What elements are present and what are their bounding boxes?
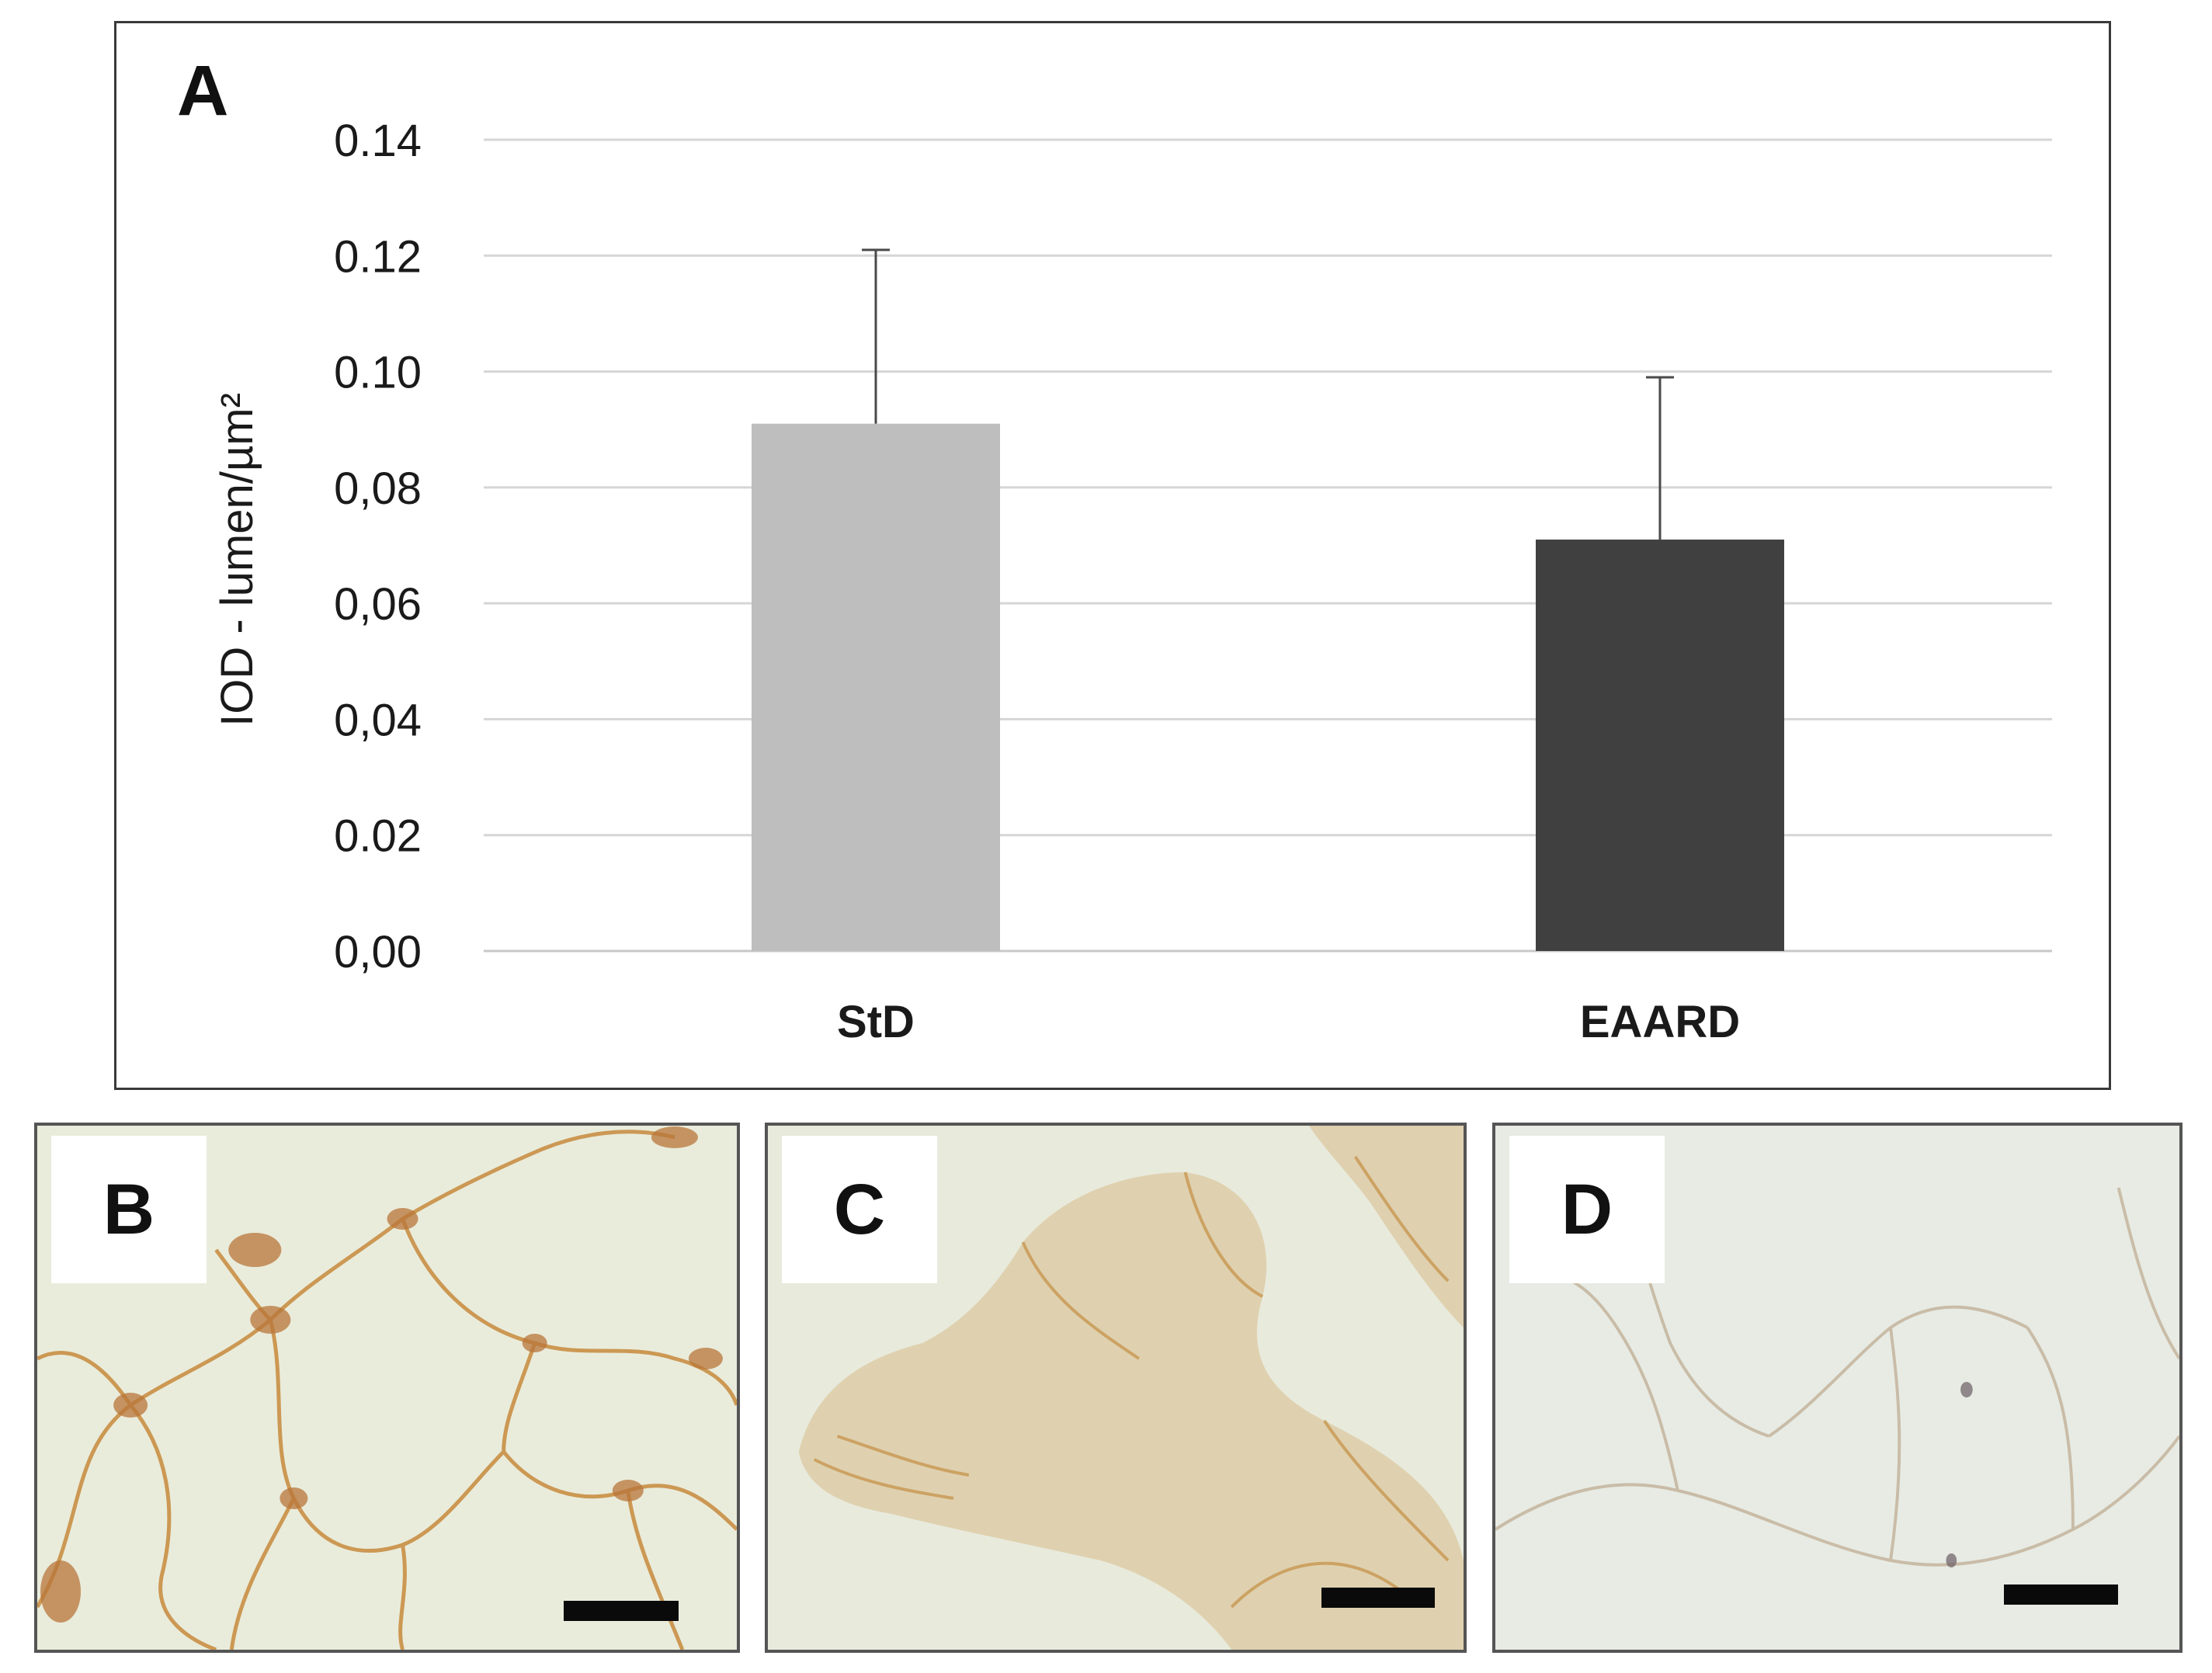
- y-tick-label: 0,04: [334, 695, 422, 745]
- scale-bar-d: [2004, 1584, 2118, 1605]
- y-tick-labels: 0,00 0.02 0,04 0,06 0,08 0.10 0.12 0.14: [334, 116, 422, 977]
- panel-label-box-c: C: [782, 1136, 937, 1283]
- micrograph-panel-b: B: [34, 1123, 740, 1653]
- panel-label-box-d: D: [1509, 1136, 1665, 1283]
- panel-label-box-b: B: [51, 1136, 207, 1283]
- tissue-mass: [798, 1126, 1464, 1650]
- x-category-label: StD: [837, 997, 915, 1047]
- y-tick-label: 0,00: [334, 927, 422, 977]
- dark-specks: [1946, 1382, 1973, 1567]
- stain-clusters: [40, 1126, 723, 1623]
- panel-label-b: B: [102, 1169, 155, 1249]
- panel-label-a: A: [177, 51, 228, 130]
- y-tick-label: 0.10: [334, 348, 422, 398]
- panel-label-d: D: [1561, 1169, 1613, 1249]
- gridlines: [484, 138, 2052, 953]
- bar-eaard: [1536, 540, 1784, 951]
- scale-bar-b: [564, 1601, 679, 1621]
- adipocyte-stain-network: [37, 1130, 737, 1650]
- chart-panel-a: A 0,00 0.02 0,04 0,06 0,08 0.10 0.12 0.14 StD EA…: [114, 21, 2111, 1090]
- micrograph-panel-c: C: [765, 1123, 1467, 1653]
- scale-bar-c: [1321, 1588, 1435, 1608]
- x-category-label: EAARD: [1580, 997, 1740, 1047]
- bar-chart: A 0,00 0.02 0,04 0,06 0,08 0.10 0.12 0.14 StD EA…: [177, 51, 2052, 1047]
- y-tick-label: 0.12: [334, 231, 422, 282]
- bars: [752, 248, 1784, 951]
- y-tick-label: 0.02: [334, 811, 422, 862]
- micrograph-image-c: [768, 1126, 1464, 1650]
- y-axis-label: IOD - lumen/µm²: [212, 393, 262, 727]
- stain-speckle: [813, 1155, 1450, 1609]
- micrograph-panel-d: D: [1492, 1123, 2182, 1653]
- y-tick-label: 0,06: [334, 579, 422, 630]
- bar-std: [752, 423, 1000, 951]
- y-tick-label: 0,08: [334, 463, 422, 514]
- y-tick-label: 0.14: [334, 116, 422, 166]
- panel-label-c: C: [833, 1169, 886, 1249]
- x-category-labels: StD EAARD: [837, 997, 1740, 1047]
